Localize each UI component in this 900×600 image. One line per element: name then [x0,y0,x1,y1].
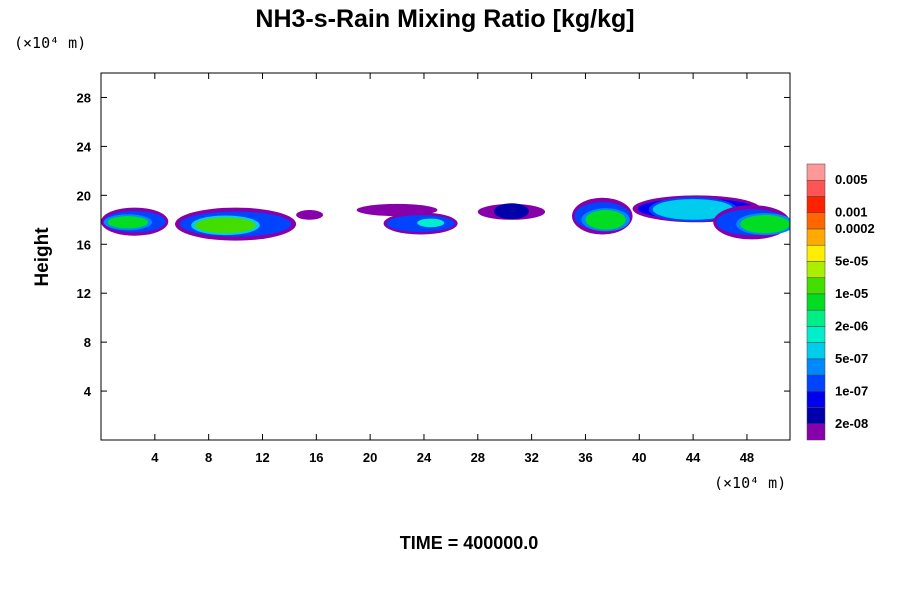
region-core [195,217,256,234]
region-outline [296,210,324,220]
region-core [497,205,525,218]
data-regions [101,195,790,241]
x-tick-label: 12 [255,450,269,465]
colorbar-swatch [806,358,826,376]
colorbar-swatch [806,261,826,278]
colorbar-swatch [806,244,826,262]
colorbar-swatch [806,212,826,230]
x-tick-label: 20 [363,450,377,465]
x-tick-label: 32 [524,450,538,465]
colorbar-swatch [806,228,826,246]
colorbar-label: 2e-06 [835,318,868,333]
colorbar-swatch [806,391,826,408]
colorbar-label: 2e-08 [835,416,868,431]
colorbar-swatch [806,293,826,311]
y-tick-label: 16 [77,237,91,252]
x-tick-label: 16 [309,450,323,465]
region-core [652,199,734,220]
colorbar-label: 0.005 [835,172,868,187]
x-tick-label: 24 [417,450,432,465]
plot-frame [100,72,791,441]
colorbar-swatch [806,179,826,197]
colorbar-label: 5e-07 [835,351,868,366]
y-tick-label: 12 [77,286,91,301]
y-tick-label: 24 [77,139,92,154]
colorbar-swatch [806,423,826,441]
time-footer: TIME = 400000.0 [400,533,539,553]
x-tick-label: 36 [578,450,592,465]
x-tick-label: 4 [151,450,159,465]
colorbar-swatch [806,407,826,425]
y-tick-label: 8 [84,335,91,350]
y-tick-label: 4 [84,384,92,399]
x-tick-label: 48 [740,450,754,465]
colorbar-label: 1e-07 [835,383,868,398]
colorbar-swatch [806,196,826,213]
y-tick-label: 20 [77,188,91,203]
y-axis-label: Height [32,227,53,287]
y-tick-label: 28 [77,90,91,105]
colorbar-label: 5e-05 [835,253,868,268]
x-unit-label: (×10⁴ m) [714,474,786,492]
colorbar-swatch [806,309,826,327]
colorbar-swatch [806,342,826,360]
colorbar-label: 0.0002 [835,221,875,236]
colorbar-swatch [806,326,826,343]
x-tick-label: 40 [632,450,646,465]
region-core [107,216,149,229]
colorbar-swatch [806,163,826,181]
colorbar-swatch [806,277,826,295]
x-tick-label: 28 [471,450,485,465]
colorbar: 2e-081e-075e-072e-061e-055e-050.00020.00… [806,163,875,441]
chart-title: NH3-s-Rain Mixing Ratio [kg/kg] [255,5,634,33]
plot-area [101,73,790,440]
region-core [417,218,445,228]
x-tick-label: 8 [205,450,212,465]
colorbar-label: 0.001 [835,205,868,220]
colorbar-label: 1e-05 [835,286,868,301]
x-tick-label: 44 [686,450,701,465]
region-core [585,210,626,230]
colorbar-swatch [806,374,826,392]
y-unit-label: (×10⁴ m) [14,34,86,52]
region-core [740,214,790,234]
